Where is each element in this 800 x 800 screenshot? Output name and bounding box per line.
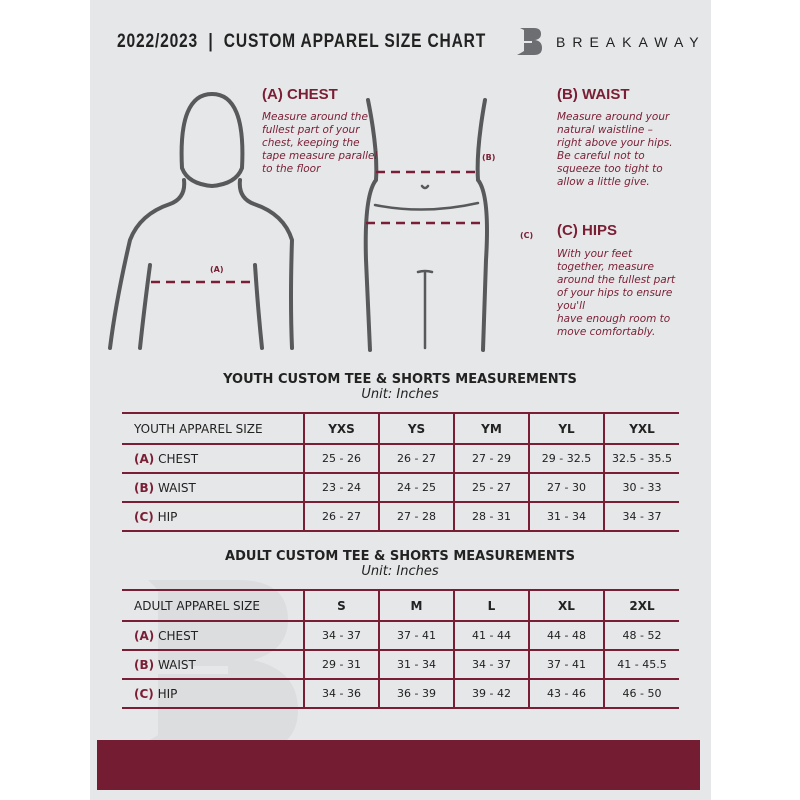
table-cell: S [303,589,379,622]
breakaway-logo-icon [514,28,542,55]
adult-section-header: ADULT CUSTOM TEE & SHORTS MEASUREMENTS U… [0,549,800,579]
table-cell: 41 - 44 [453,620,529,651]
youth-section-header: YOUTH CUSTOM TEE & SHORTS MEASUREMENTS U… [0,372,800,402]
table-cell: 44 - 48 [528,620,604,651]
table-cell: 30 - 33 [603,472,679,503]
table-cell: 36 - 39 [378,678,454,709]
brand-name: BREAKAWAY [556,34,706,50]
footer-bar [97,740,700,790]
table-cell: 43 - 46 [528,678,604,709]
table-row-chest: (A) CHEST 34 - 37 37 - 41 41 - 44 44 - 48 48… [122,620,679,651]
head-outline [179,91,245,189]
table-cell: 29 - 32.5 [528,443,604,474]
table-cell: 28 - 31 [453,501,529,532]
table-cell: XL [528,589,604,622]
table-cell: L [453,589,529,622]
table-cell: (C) HIP [122,678,304,709]
table-cell: 41 - 45.5 [603,649,679,680]
table-cell: YM [453,412,529,445]
table-cell: M [378,589,454,622]
table-cell: 24 - 25 [378,472,454,503]
table-row-waist: (B) WAIST 29 - 31 31 - 34 34 - 37 37 - 41 41… [122,649,679,680]
table-cell: 34 - 37 [303,620,379,651]
table-cell: (A) CHEST [122,443,304,474]
table-header-row: YOUTH APPAREL SIZE YXS YS YM YL YXL [122,412,679,445]
table-cell: 31 - 34 [378,649,454,680]
table-cell: 39 - 42 [453,678,529,709]
waist-description: Measure around your natural waistline – ri… [557,111,673,188]
table-cell: 27 - 30 [528,472,604,503]
table-cell: 32.5 - 35.5 [603,443,679,474]
table-cell: YXS [303,412,379,445]
torso-outline [363,98,379,352]
table-cell: 34 - 37 [453,649,529,680]
table-cell: 31 - 34 [528,501,604,532]
youth-unit: Unit: Inches [361,387,439,402]
body-illustration [108,91,489,352]
waist-marker: (B) [482,153,496,162]
table-cell: 25 - 27 [453,472,529,503]
table-cell: 37 - 41 [378,620,454,651]
page-title: 2022/2023 | CUSTOM APPAREL SIZE CHART [117,31,487,52]
table-cell: YOUTH APPAREL SIZE [122,412,304,445]
table-cell: 29 - 31 [303,649,379,680]
table-cell: 26 - 27 [378,443,454,474]
table-cell: ADULT APPAREL SIZE [122,589,304,622]
hips-heading: (C) HIPS [557,222,617,239]
table-cell: (C) HIP [122,501,304,532]
chest-heading: (A) CHEST [262,86,338,103]
table-cell: (B) WAIST [122,472,304,503]
waist-heading: (B) WAIST [557,86,630,103]
chest-description: Measure around the fullest part of your ch… [262,111,378,175]
table-row-waist: (B) WAIST 23 - 24 24 - 25 25 - 27 27 - 30 30… [122,472,679,503]
adult-size-table: ADULT APPAREL SIZE S M L XL 2XL (A) CHEST 34… [122,589,679,709]
table-cell: 27 - 29 [453,443,529,474]
table-cell: 27 - 28 [378,501,454,532]
table-row-chest: (A) CHEST 25 - 26 26 - 27 27 - 29 29 - 32.5… [122,443,679,474]
table-cell: 34 - 36 [303,678,379,709]
table-cell: YS [378,412,454,445]
table-cell: 37 - 41 [528,649,604,680]
chest-marker: (A) [210,265,224,274]
table-cell: YL [528,412,604,445]
table-cell: 26 - 27 [303,501,379,532]
table-cell: 48 - 52 [603,620,679,651]
adult-title: ADULT CUSTOM TEE & SHORTS MEASUREMENTS [225,549,575,564]
table-cell: 34 - 37 [603,501,679,532]
hips-description: With your feet together, measure around th… [557,248,676,338]
table-cell: 23 - 24 [303,472,379,503]
table-header-row: ADULT APPAREL SIZE S M L XL 2XL [122,589,679,622]
table-cell: 46 - 50 [603,678,679,709]
adult-unit: Unit: Inches [361,564,439,579]
table-row-hip: (C) HIP 26 - 27 27 - 28 28 - 31 31 - 34 34 -… [122,501,679,532]
table-cell: 2XL [603,589,679,622]
table-cell: 25 - 26 [303,443,379,474]
youth-size-table: YOUTH APPAREL SIZE YXS YS YM YL YXL (A) CHES… [122,412,679,532]
table-row-hip: (C) HIP 34 - 36 36 - 39 39 - 42 43 - 46 46 -… [122,678,679,709]
table-cell: (B) WAIST [122,649,304,680]
hips-marker: (C) [520,231,534,240]
table-cell: YXL [603,412,679,445]
table-cell: (A) CHEST [122,620,304,651]
youth-title: YOUTH CUSTOM TEE & SHORTS MEASUREMENTS [223,372,577,387]
